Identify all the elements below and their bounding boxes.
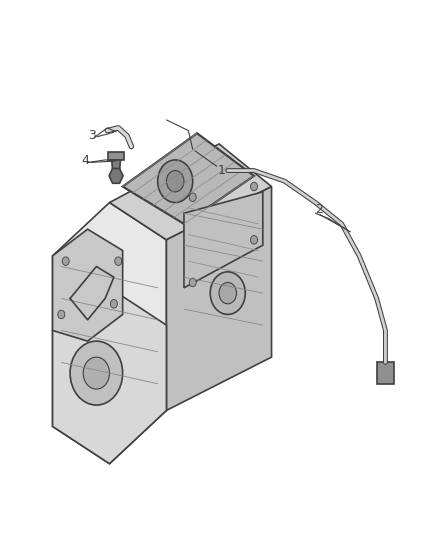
Circle shape [110,300,117,308]
Polygon shape [108,152,124,160]
Circle shape [251,236,258,244]
Text: 4: 4 [81,155,89,167]
Circle shape [115,257,122,265]
Polygon shape [110,144,272,240]
Circle shape [189,278,196,287]
Polygon shape [123,133,254,224]
Circle shape [83,357,110,389]
Circle shape [62,257,69,265]
Polygon shape [109,168,123,183]
Polygon shape [184,192,263,288]
Circle shape [219,282,237,304]
Circle shape [378,364,393,383]
Polygon shape [166,187,272,410]
Circle shape [66,362,101,405]
Text: 1: 1 [217,164,225,177]
Polygon shape [53,288,166,464]
Circle shape [166,171,184,192]
Circle shape [210,272,245,314]
Circle shape [189,193,196,201]
Circle shape [158,160,193,203]
Polygon shape [53,203,166,464]
Text: 2: 2 [315,203,323,216]
Polygon shape [377,362,394,384]
Polygon shape [53,229,123,341]
Text: 3: 3 [88,130,96,142]
Circle shape [251,182,258,191]
Polygon shape [112,160,120,171]
Circle shape [70,341,123,405]
Circle shape [58,310,65,319]
